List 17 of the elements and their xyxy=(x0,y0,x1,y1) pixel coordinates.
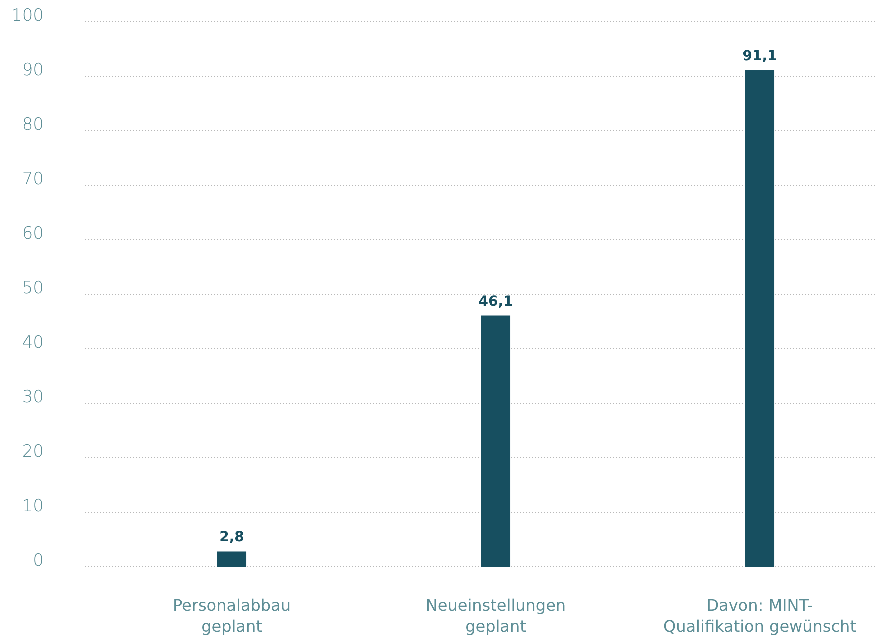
y-tick-label: 10 xyxy=(22,496,44,517)
x-tick-label: Neueinstellungen geplant xyxy=(426,596,566,636)
y-tick-label: 20 xyxy=(22,442,44,462)
data-label: 46,1 xyxy=(478,294,514,310)
y-tick-label: 30 xyxy=(22,388,44,408)
data-label: 91,1 xyxy=(742,48,778,65)
y-tick-label: 50 xyxy=(22,278,44,299)
x-tick-label: Davon: MINT-Qualifikation gewünscht xyxy=(664,596,856,636)
y-tick-label: 60 xyxy=(22,224,44,244)
y-tick-label: 80 xyxy=(22,115,44,136)
y-tick-label: 0 xyxy=(33,551,44,572)
data-label: 2,8 xyxy=(220,530,244,546)
y-tick-label: 70 xyxy=(22,170,44,190)
y-tick-label: 100 xyxy=(12,6,44,26)
y-tick-label: 40 xyxy=(22,333,44,354)
y-tick-label: 90 xyxy=(22,60,44,81)
x-tick-label: Personalabbau geplant xyxy=(172,596,292,636)
